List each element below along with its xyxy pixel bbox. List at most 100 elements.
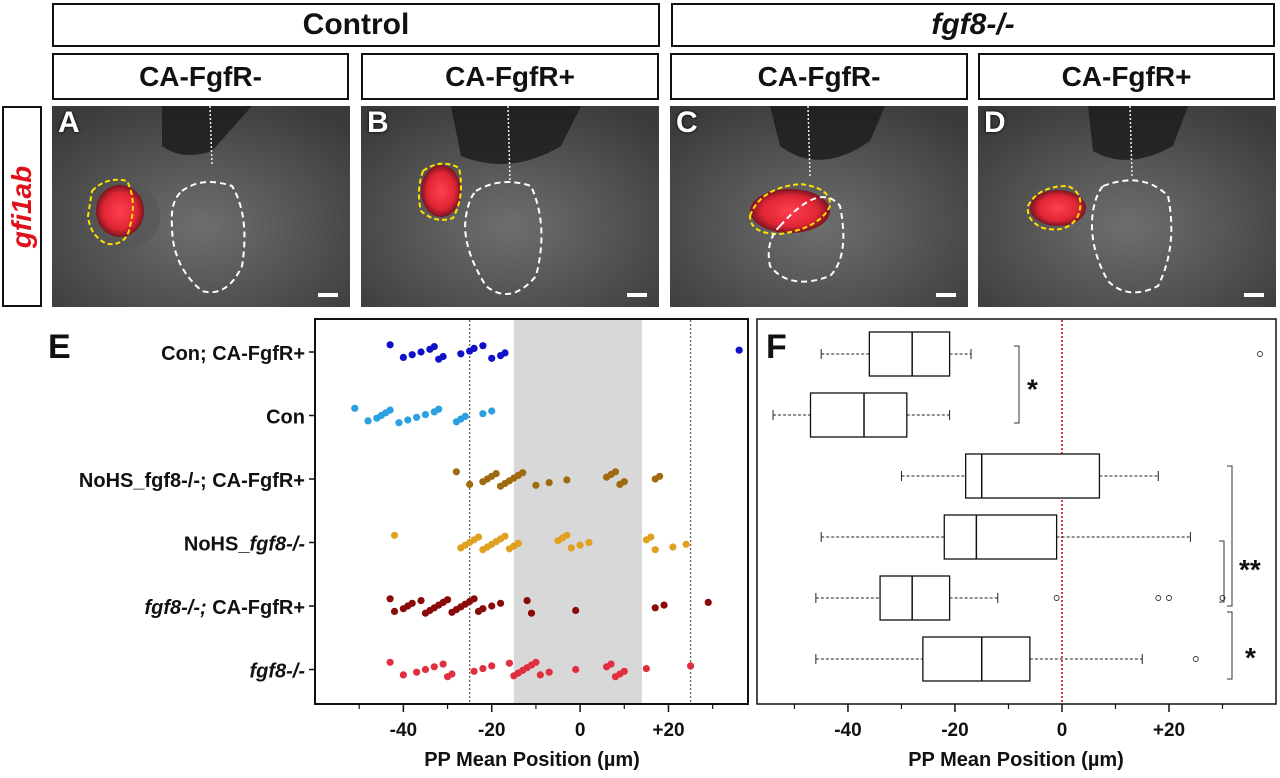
data-point [735,346,743,354]
data-point [395,419,403,427]
data-point [466,480,474,488]
significance-bracket [1227,611,1233,680]
data-point [439,352,447,361]
panel-label-c: C [676,106,698,139]
data-point [536,671,544,679]
data-point [620,667,628,675]
outlier-point [1256,351,1263,357]
x-tick-label: +20 [1153,720,1185,741]
category-label: NoHS_fgf8-/-; CA-FgfR+ [79,470,305,492]
data-point [647,533,655,541]
data-point [479,605,487,613]
significance-label: * [1027,374,1038,405]
box-plot [900,453,1159,499]
outlier-point [1166,595,1172,601]
data-point [470,595,478,603]
box-plot [815,575,1226,621]
chart-f: F **** -40 -20 0 +20 PP Mean Position (µm) [756,318,1277,771]
x-tick-label: -40 [390,720,417,741]
scale-bar [627,293,647,297]
data-point [532,481,540,489]
data-point [660,601,668,609]
data-point [488,407,496,415]
micrograph-a-image [52,106,350,307]
data-point [488,602,496,610]
micrograph-panel-b: B [361,106,659,307]
significance-bracket [1014,345,1020,424]
data-point [585,538,593,547]
box [809,392,908,438]
data-point [572,606,580,615]
column-header-a-text: CA-FgfR- [139,60,262,92]
chart-label-f: F [766,328,787,366]
group-header-fgf8-text: fgf8-/- [931,8,1015,41]
x-axis-label-f: PP Mean Position (µm) [908,749,1124,771]
plot-area-e [314,318,749,705]
data-point [523,597,531,605]
data-point [351,404,359,412]
data-point [488,354,496,362]
scale-bar [1244,293,1264,297]
data-point [642,665,650,673]
group-header-fgf8: fgf8-/- [671,3,1275,47]
significance-label: * [1245,642,1256,673]
category-label: fgf8-/-; CA-FgfR+ [144,597,305,619]
data-point [421,665,430,674]
category-label: fgf8-/- [249,661,305,683]
data-point [651,604,659,612]
data-point [386,341,394,349]
data-point [651,546,659,554]
data-point [545,668,553,676]
data-point [421,411,430,419]
box-plot [772,392,951,438]
significance-label: ** [1239,554,1261,585]
data-point [479,665,487,673]
box [965,453,1101,499]
chart-label-e: E [48,328,71,366]
panel-label-b: B [367,106,389,139]
data-point [386,658,394,666]
data-point [488,662,496,670]
category-label: Con [266,407,305,429]
box-plot [820,514,1191,560]
data-point [704,598,712,606]
category-label: Con; CA-FgfR+ [161,343,305,365]
data-point [439,660,447,668]
data-point [452,468,460,476]
data-point [430,343,438,351]
data-point [572,665,580,674]
data-point [682,540,690,548]
scale-bar [318,293,338,297]
data-point [408,351,416,359]
outlier-point [1192,656,1199,662]
data-point [443,596,452,604]
data-point [686,662,695,670]
outlier-point [1053,595,1060,601]
data-point [470,344,478,352]
micrograph-b-image [361,106,659,307]
box [922,636,1031,682]
data-point [386,406,394,414]
column-header-b: CA-FgfR+ [361,53,659,100]
data-point [611,468,620,476]
group-header-control-text: Control [302,8,410,41]
data-point [563,476,571,484]
micrograph-panel-c: C [670,106,968,307]
data-point [492,470,500,478]
x-tick-label: -20 [941,720,968,741]
data-point [404,416,412,424]
data-point [470,667,478,675]
data-point [399,671,407,679]
data-point [413,668,421,676]
data-point [576,541,584,549]
data-point [514,539,522,547]
micrograph-panel-a: A [52,106,350,307]
data-point [390,607,399,615]
micrograph-panel-d: D [978,106,1276,307]
column-header-a: CA-FgfR- [52,53,349,100]
x-tick-label: 0 [1057,720,1068,741]
data-point [448,670,456,678]
column-header-c-text: CA-FgfR- [757,60,881,92]
data-point [505,659,514,667]
row-label-box: gfi1ab [2,106,42,307]
